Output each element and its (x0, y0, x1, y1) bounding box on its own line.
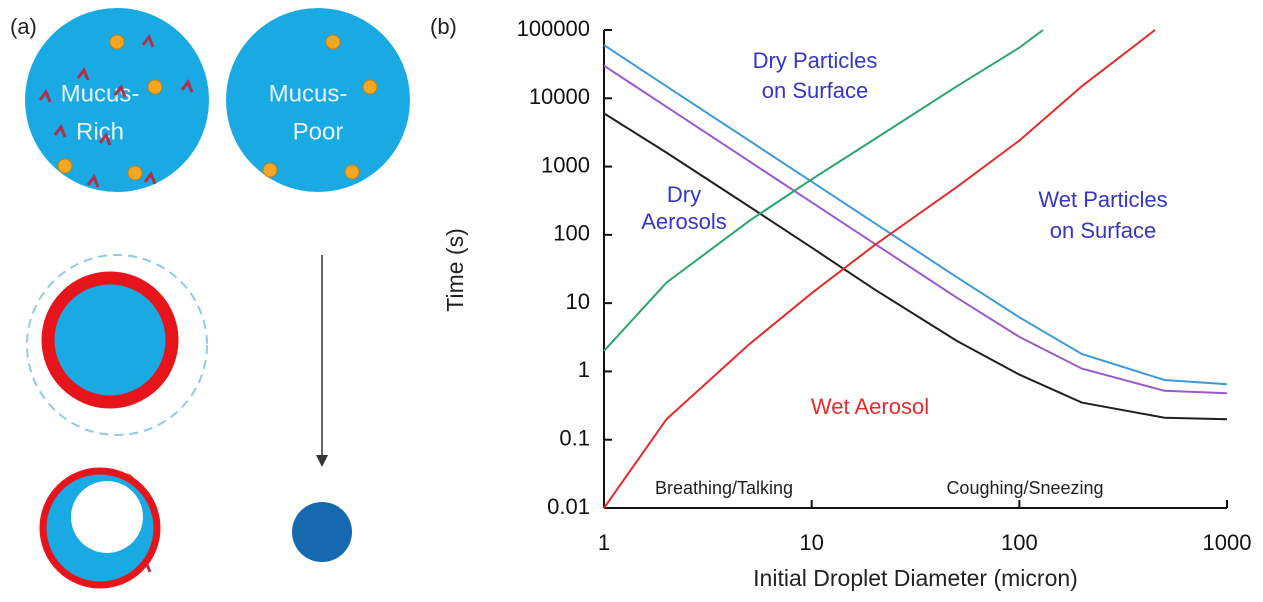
series-line (603, 29, 1156, 509)
x-tick-label: 1000 (1203, 530, 1252, 555)
y-tick-label: 100000 (517, 16, 590, 41)
panel-label: (a) (10, 14, 37, 39)
series-line (603, 29, 1044, 352)
annotation: on Surface (1050, 218, 1156, 243)
droplet-label: Mucus- (269, 80, 348, 107)
annotation: Dry Particles (753, 48, 878, 73)
panel-label: (b) (430, 14, 457, 39)
hollow-core (71, 481, 143, 553)
x-tick-label: 1 (598, 530, 610, 555)
annotation: on Surface (762, 78, 868, 103)
series-line (603, 112, 1228, 421)
series-line (603, 44, 1228, 386)
y-axis-title: Time (s) (442, 228, 468, 311)
x-tick-label: 100 (1001, 530, 1038, 555)
y-tick-label: 0.01 (547, 494, 590, 519)
annotation: Wet Particles (1038, 187, 1167, 212)
mucus-poor-droplet (226, 8, 410, 192)
annotation: Dry (667, 182, 701, 207)
y-tick-label: 0.1 (559, 426, 590, 451)
annotation: Aerosols (641, 209, 727, 234)
y-tick-label: 100 (553, 221, 590, 246)
series-line (603, 64, 1228, 395)
x-axis-title: Initial Droplet Diameter (micron) (753, 565, 1078, 591)
annotation: Wet Aerosol (811, 394, 929, 419)
y-tick-label: 10000 (529, 84, 590, 109)
x-tick-label: 10 (799, 530, 823, 555)
y-tick-label: 1000 (541, 152, 590, 177)
annotation: Breathing/Talking (655, 478, 793, 498)
mucus-rich-droplet (25, 8, 209, 192)
dry-nucleus (292, 502, 352, 562)
y-tick-label: 10 (566, 289, 590, 314)
dashed-outline (26, 254, 208, 436)
shrinking-droplet (41, 271, 179, 409)
droplet-label: Mucus- (61, 80, 140, 107)
annotation: Coughing/Sneezing (946, 478, 1103, 498)
panel-a: (a) Mucus- Rich Mucus- Poor (10, 8, 410, 589)
y-tick-label: 1 (578, 357, 590, 382)
panel-b: (b) 0.01 0.1 1 10 100 1000 10000 100000 1 10 100 100… (430, 14, 1251, 591)
arrow-head (316, 455, 328, 467)
droplet-label: Poor (293, 118, 344, 145)
